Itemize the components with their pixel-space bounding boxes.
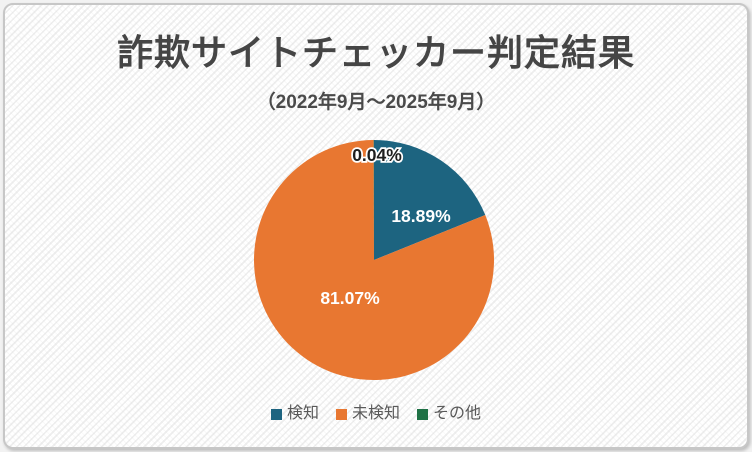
legend-item-2: その他 (417, 406, 481, 422)
legend-label: 未検知 (351, 405, 400, 422)
chart-title: 詐欺サイトチェッカー判定結果 (116, 32, 635, 73)
chart-subtitle: （2022年9月～2025年9月） (256, 92, 496, 113)
legend-item-0: 検知 (270, 405, 319, 422)
legend-swatch-icon (417, 408, 428, 420)
legend-item-1: 未検知 (335, 405, 400, 422)
chart-legend: 検知 未検知 その他 (5, 406, 747, 422)
legend-label: 検知 (286, 405, 319, 422)
legend-swatch-icon (270, 408, 282, 420)
legend-label: その他 (433, 405, 482, 422)
chart-card: 詐欺サイトチェッカー判定結果 （2022年9月～2025年9月） 検知 未検知 その… (3, 3, 749, 449)
legend-swatch-icon (335, 408, 347, 420)
